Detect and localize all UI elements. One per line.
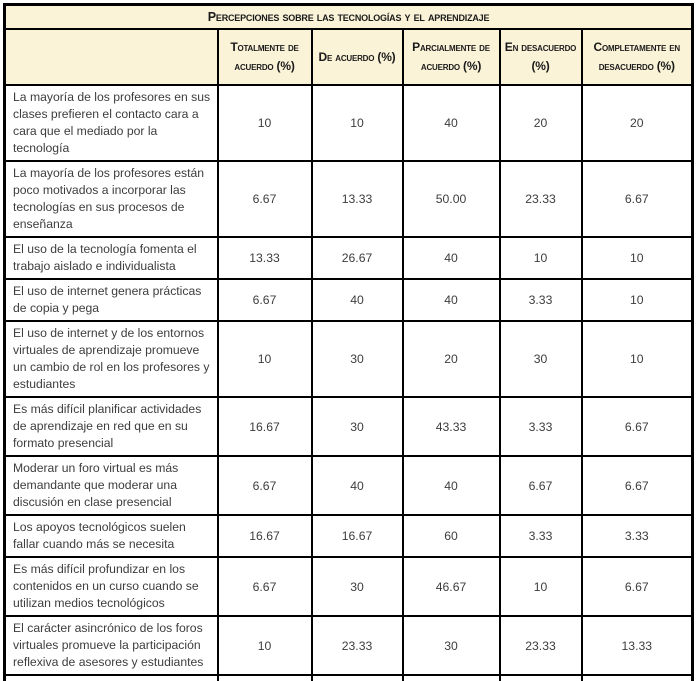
value-cell: 40 [401, 84, 501, 162]
table-row: El uso de la tecnología fomenta el traba… [3, 236, 694, 280]
value-cell: 10 [216, 615, 313, 676]
statement-cell: La mayoría de los profesores están poco … [3, 160, 219, 238]
value-cell: 30 [401, 615, 501, 676]
statement-cell: La mayoría de los profesores en sus clas… [3, 84, 219, 162]
table-row: La mayoría de los profesores están poco … [3, 160, 694, 238]
value-cell: 13.33 [216, 674, 313, 681]
value-cell: 13.33 [216, 236, 313, 280]
value-cell: 13.33 [580, 615, 694, 676]
value-cell: 23.33 [310, 615, 404, 676]
value-cell: 6.67 [580, 396, 694, 457]
value-cell: 10 [498, 556, 583, 617]
value-cell: 3.33 [580, 514, 694, 558]
value-cell: 46.67 [401, 556, 501, 617]
value-cell: 30 [401, 674, 501, 681]
value-cell: 16.67 [310, 514, 404, 558]
perceptions-table: Percepciones sobre las tecnologías y el … [3, 3, 695, 681]
value-cell: 10 [580, 278, 694, 322]
column-header-completamente-en-desacuerdo: Completamente en desacuerdo (%) [580, 28, 694, 86]
value-cell: 40 [401, 278, 501, 322]
table-row: El carácter asincrónico de los foros vir… [3, 615, 694, 676]
table-row: El uso de internet genera prácticas de c… [3, 278, 694, 322]
table-header-row: Totalmente de acuerdo (%) De acuerdo (%)… [3, 28, 694, 86]
column-header-totalmente-de-acuerdo: Totalmente de acuerdo (%) [216, 28, 313, 86]
value-cell: 6.67 [580, 455, 694, 516]
table-title-row: Percepciones sobre las tecnologías y el … [3, 3, 694, 30]
table-row: Es más difícil profundizar en los conten… [3, 556, 694, 617]
table-row: Moderar un foro virtual es más demandant… [3, 455, 694, 516]
value-cell: 6.67 [216, 278, 313, 322]
value-cell: 13.33 [310, 160, 404, 238]
value-cell: 10 [310, 84, 404, 162]
statement-cell: Los apoyos tecnológicos suelen fallar cu… [3, 514, 219, 558]
statement-cell: El uso de la tecnología fomenta el traba… [3, 236, 219, 280]
value-cell: 3.33 [498, 514, 583, 558]
value-cell: 60 [401, 514, 501, 558]
statement-cell: Moderar un foro virtual es más demandant… [3, 455, 219, 516]
value-cell: 23.33 [498, 615, 583, 676]
value-cell: 30 [310, 396, 404, 457]
value-cell: 20 [580, 84, 694, 162]
column-header-en-desacuerdo: En desacuerdo (%) [498, 28, 583, 86]
statement-cell: Es más difícil profundizar en los conten… [3, 556, 219, 617]
value-cell: 20 [401, 320, 501, 398]
value-cell: 50.00 [401, 160, 501, 238]
value-cell: 10 [580, 320, 694, 398]
table-title: Percepciones sobre las tecnologías y el … [3, 3, 694, 30]
table-row: La mayoría de los profesores en sus clas… [3, 84, 694, 162]
value-cell: 3.33 [498, 278, 583, 322]
value-cell: 43.33 [401, 396, 501, 457]
value-cell: 40 [310, 455, 404, 516]
table-row: Es más difícil planificar actividades de… [3, 396, 694, 457]
statement-cell: El carácter asincrónico de los foros vir… [3, 615, 219, 676]
statement-cell: Es más difícil planificar actividades de… [3, 396, 219, 457]
value-cell: 16.67 [216, 396, 313, 457]
value-cell: 6.67 [216, 160, 313, 238]
corner-cell [3, 28, 219, 86]
value-cell: 6.67 [580, 556, 694, 617]
value-cell: 40 [310, 278, 404, 322]
value-cell: 6.67 [216, 556, 313, 617]
value-cell: 30 [310, 320, 404, 398]
table-row: El uso de internet y de los entornos vir… [3, 320, 694, 398]
value-cell: 10 [498, 236, 583, 280]
table-row: El hecho de que las comunicaciones en lo… [3, 674, 694, 681]
column-header-parcialmente-de-acuerdo: Parcialmente de acuerdo (%) [401, 28, 501, 86]
value-cell: 40 [401, 236, 501, 280]
statement-cell: El hecho de que las comunicaciones en lo… [3, 674, 219, 681]
statement-cell: El uso de internet y de los entornos vir… [3, 320, 219, 398]
value-cell: 23.33 [498, 160, 583, 238]
value-cell: 6.67 [498, 455, 583, 516]
value-cell: 30 [310, 556, 404, 617]
column-header-de-acuerdo: De acuerdo (%) [310, 28, 404, 86]
value-cell: 40 [401, 455, 501, 516]
value-cell: 16.67 [580, 674, 694, 681]
value-cell: 20 [498, 84, 583, 162]
value-cell: 16.67 [216, 514, 313, 558]
value-cell: 16.67 [310, 674, 404, 681]
value-cell: 23.33 [498, 674, 583, 681]
statement-cell: El uso de internet genera prácticas de c… [3, 278, 219, 322]
value-cell: 30 [498, 320, 583, 398]
value-cell: 26.67 [310, 236, 404, 280]
value-cell: 10 [580, 236, 694, 280]
value-cell: 10 [216, 84, 313, 162]
value-cell: 3.33 [498, 396, 583, 457]
value-cell: 6.67 [580, 160, 694, 238]
table-row: Los apoyos tecnológicos suelen fallar cu… [3, 514, 694, 558]
value-cell: 6.67 [216, 455, 313, 516]
value-cell: 10 [216, 320, 313, 398]
